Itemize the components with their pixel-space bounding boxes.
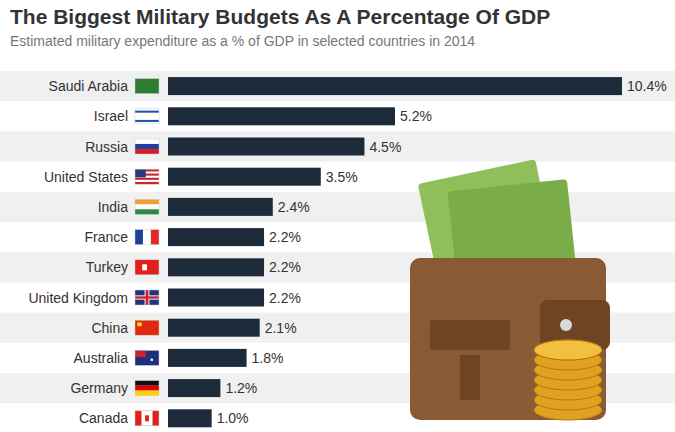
flag-part	[135, 381, 159, 386]
flag-part	[135, 120, 159, 122]
bar	[168, 349, 247, 367]
flag-border	[135, 290, 159, 305]
flag-border	[135, 169, 159, 184]
title: The Biggest Military Budgets As A Percen…	[10, 5, 550, 28]
flag-border	[135, 79, 159, 94]
flag-border	[135, 260, 159, 275]
flag-border	[135, 381, 159, 396]
tank-silhouette	[430, 320, 510, 350]
coin	[534, 340, 602, 360]
flag-border	[135, 199, 159, 214]
chart: The Biggest Military Budgets As A Percen…	[0, 0, 675, 432]
bar	[168, 319, 260, 337]
soldier-silhouette	[460, 355, 480, 400]
flag-part	[135, 209, 159, 214]
category-label: Russia	[85, 139, 128, 155]
bars	[168, 77, 622, 427]
flag-part	[151, 359, 153, 361]
flag-part	[135, 350, 159, 365]
bar	[168, 138, 364, 156]
category-label: Canada	[79, 410, 128, 426]
flag-part	[135, 230, 143, 245]
data-label: 5.2%	[400, 108, 432, 124]
bar	[168, 107, 395, 125]
bar	[168, 168, 321, 186]
flag-part	[145, 415, 149, 421]
flag-part	[135, 149, 159, 154]
category-label: United States	[44, 169, 128, 185]
data-label: 2.2%	[269, 290, 301, 306]
row-stripe	[0, 71, 675, 101]
category-label: United Kingdom	[28, 290, 128, 306]
category-label: France	[84, 229, 128, 245]
bar	[168, 379, 220, 397]
flag-part	[135, 180, 159, 182]
data-label: 2.2%	[269, 229, 301, 245]
flag-border	[135, 350, 159, 365]
flag-part	[135, 260, 159, 275]
flag-part	[135, 109, 159, 124]
flags	[135, 79, 159, 426]
bar	[168, 258, 264, 276]
flag-part	[135, 111, 159, 113]
category-label: Germany	[70, 380, 128, 396]
data-label: 2.1%	[265, 320, 297, 336]
category-label: Israel	[94, 108, 128, 124]
coin	[534, 340, 602, 360]
flag-border	[135, 411, 159, 426]
data-label: 2.4%	[278, 199, 310, 215]
flag-part	[151, 230, 159, 245]
category-label: India	[98, 199, 129, 215]
flag-part	[135, 386, 159, 391]
data-label: 1.8%	[252, 350, 284, 366]
data-label: 1.0%	[217, 410, 249, 426]
flag-border	[135, 139, 159, 154]
flag-part	[135, 169, 159, 184]
flag-part	[135, 204, 159, 209]
row-stripe	[0, 192, 675, 222]
flag-part	[135, 320, 159, 335]
flag-part	[135, 290, 159, 305]
flag-part	[137, 322, 141, 326]
bar	[168, 289, 264, 307]
flag-part	[142, 264, 147, 270]
flag-part	[135, 79, 159, 94]
category-label: Australia	[74, 350, 129, 366]
category-label: Turkey	[86, 259, 128, 275]
bar	[168, 228, 264, 246]
category-label: China	[91, 320, 128, 336]
data-label: 4.5%	[369, 139, 401, 155]
flag-border	[135, 109, 159, 124]
wallet-button	[560, 319, 572, 331]
data-labels: 10.4% 5.2% 4.5% 3.5% 2.4% 2.2% 2.2% 2.2% 2.1% 1.8…	[217, 78, 667, 426]
bar	[168, 198, 273, 216]
row-stripe	[0, 131, 675, 161]
row-stripes	[0, 71, 675, 403]
flag-part	[135, 199, 159, 204]
category-label: Saudi Arabia	[49, 78, 129, 94]
data-label: 2.2%	[269, 259, 301, 275]
flag-part	[146, 290, 149, 305]
flag-part	[135, 139, 159, 144]
flag-border	[135, 230, 159, 245]
flag-part	[135, 169, 146, 177]
bar	[168, 77, 622, 95]
flag-border	[135, 320, 159, 335]
data-label: 1.2%	[225, 380, 257, 396]
flag-part	[135, 391, 159, 396]
flag-part	[135, 144, 159, 149]
category-labels: Saudi Arabia Israel Russia United States Ind…	[28, 78, 128, 426]
illustration	[410, 159, 610, 420]
flag-part	[135, 411, 159, 426]
flag-part	[141, 411, 152, 426]
data-label: 10.4%	[627, 78, 667, 94]
data-label: 3.5%	[326, 169, 358, 185]
bar	[168, 409, 212, 427]
subtitle: Estimated military expenditure as a % of…	[10, 33, 475, 49]
flag-part	[143, 230, 151, 245]
flag-part	[135, 350, 146, 357]
